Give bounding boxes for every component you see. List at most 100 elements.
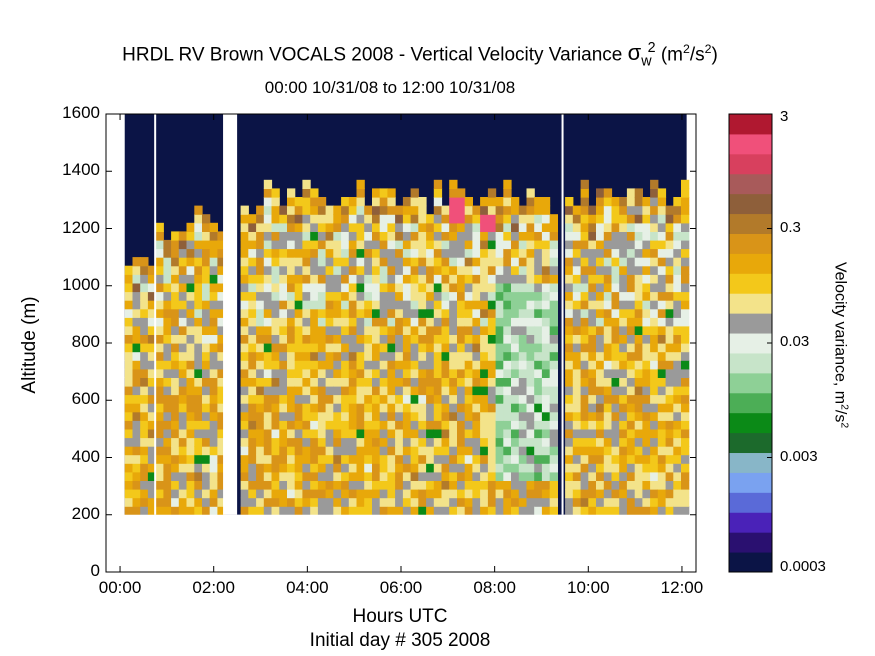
heatmap-cell: [395, 489, 404, 499]
heatmap-cell: [673, 368, 682, 378]
heatmap-cell: [426, 489, 435, 499]
y-tick-label: 0: [90, 561, 100, 580]
heatmap-cell: [325, 497, 334, 507]
heatmap-cell: [657, 274, 667, 284]
heatmap-cell: [387, 274, 396, 284]
heatmap-cell: [410, 291, 419, 301]
heatmap-cell: [541, 428, 551, 439]
heatmap-cell: [279, 300, 288, 310]
heatmap-cell: [418, 274, 427, 284]
heatmap-cell: [503, 437, 512, 447]
heatmap-cell: [619, 480, 628, 490]
heatmap-cell: [650, 265, 659, 275]
heatmap-cell: [147, 265, 157, 275]
heatmap-cell: [541, 480, 551, 490]
heatmap-cell: [271, 446, 280, 456]
heatmap-cell: [534, 265, 543, 275]
heatmap-cell: [217, 248, 226, 258]
heatmap-cell: [202, 300, 211, 310]
heatmap-cell: [626, 334, 636, 344]
heatmap-cell: [534, 420, 543, 430]
heatmap-cell: [178, 411, 188, 421]
heatmap-cell: [457, 411, 466, 421]
heatmap-cell: [248, 222, 257, 232]
heatmap-cell: [279, 317, 288, 327]
heatmap-cell: [155, 480, 164, 490]
heatmap-cell: [341, 274, 350, 284]
heatmap-cell: [364, 351, 373, 361]
heatmap-cell: [449, 222, 458, 232]
heatmap-cell: [665, 506, 674, 516]
heatmap-cell: [665, 497, 674, 507]
heatmap-cell: [603, 497, 613, 507]
heatmap-cell: [541, 274, 551, 284]
heatmap-cell: [534, 454, 543, 464]
heatmap-cell: [287, 197, 296, 207]
heatmap-cell: [565, 257, 574, 267]
heatmap-cell: [541, 300, 551, 310]
heatmap-cell: [364, 282, 373, 293]
heatmap-cell: [449, 506, 458, 516]
heatmap-cell: [395, 317, 404, 327]
heatmap-cell: [356, 179, 365, 189]
heatmap-cell: [155, 377, 164, 387]
heatmap-cell: [124, 334, 133, 344]
heatmap-cell: [665, 428, 674, 439]
heatmap-cell: [457, 282, 466, 293]
heatmap-cell: [426, 214, 435, 224]
heatmap-cell: [194, 420, 203, 430]
heatmap-cell: [155, 343, 164, 353]
heatmap-cell: [541, 205, 551, 215]
heatmap-cell: [650, 480, 659, 490]
heatmap-cell: [302, 325, 311, 335]
heatmap-cell: [596, 489, 605, 499]
heatmap-cell: [464, 308, 473, 318]
data-break-line: [154, 114, 157, 515]
heatmap-cell: [642, 403, 651, 413]
heatmap-cell: [449, 188, 458, 198]
heatmap-cell: [534, 334, 543, 344]
heatmap-cell: [634, 428, 643, 439]
heatmap-cell: [681, 385, 690, 396]
heatmap-cell: [642, 368, 651, 378]
heatmap-cell: [341, 325, 350, 335]
heatmap-cell: [402, 239, 412, 250]
heatmap-cell: [503, 325, 512, 335]
heatmap-cell: [341, 317, 350, 327]
heatmap-cell: [457, 317, 466, 327]
heatmap-cell: [194, 282, 203, 293]
heatmap-cell: [464, 506, 473, 516]
heatmap-cell: [487, 222, 497, 232]
heatmap-cell: [240, 300, 249, 310]
heatmap-cell: [457, 300, 466, 310]
heatmap-cell: [348, 420, 358, 430]
heatmap-cell: [124, 506, 133, 516]
heatmap-cell: [364, 308, 373, 318]
heatmap-cell: [325, 222, 334, 232]
heatmap-cell: [642, 214, 651, 224]
heatmap-cell: [657, 239, 667, 250]
heatmap-cell: [426, 239, 435, 250]
heatmap-cell: [302, 454, 311, 464]
heatmap-cell: [317, 257, 327, 267]
heatmap-cell: [611, 437, 620, 447]
heatmap-cell: [611, 428, 620, 439]
heatmap-cell: [572, 282, 582, 293]
heatmap-cell: [472, 300, 481, 310]
heatmap-cell: [634, 351, 643, 361]
heatmap-cell: [642, 480, 651, 490]
heatmap-cell: [317, 291, 327, 301]
heatmap-cell: [534, 239, 543, 250]
heatmap-cell: [541, 471, 551, 481]
heatmap-cell: [626, 506, 636, 516]
heatmap-cell: [596, 368, 605, 378]
heatmap-cell: [317, 489, 327, 499]
heatmap-cell: [449, 411, 458, 421]
heatmap-cell: [124, 265, 133, 275]
heatmap-cell: [163, 360, 172, 370]
heatmap-cell: [603, 248, 613, 258]
heatmap-cell: [650, 377, 659, 387]
heatmap-cell: [410, 205, 419, 215]
heatmap-cell: [534, 308, 543, 318]
heatmap-cell: [310, 248, 319, 258]
